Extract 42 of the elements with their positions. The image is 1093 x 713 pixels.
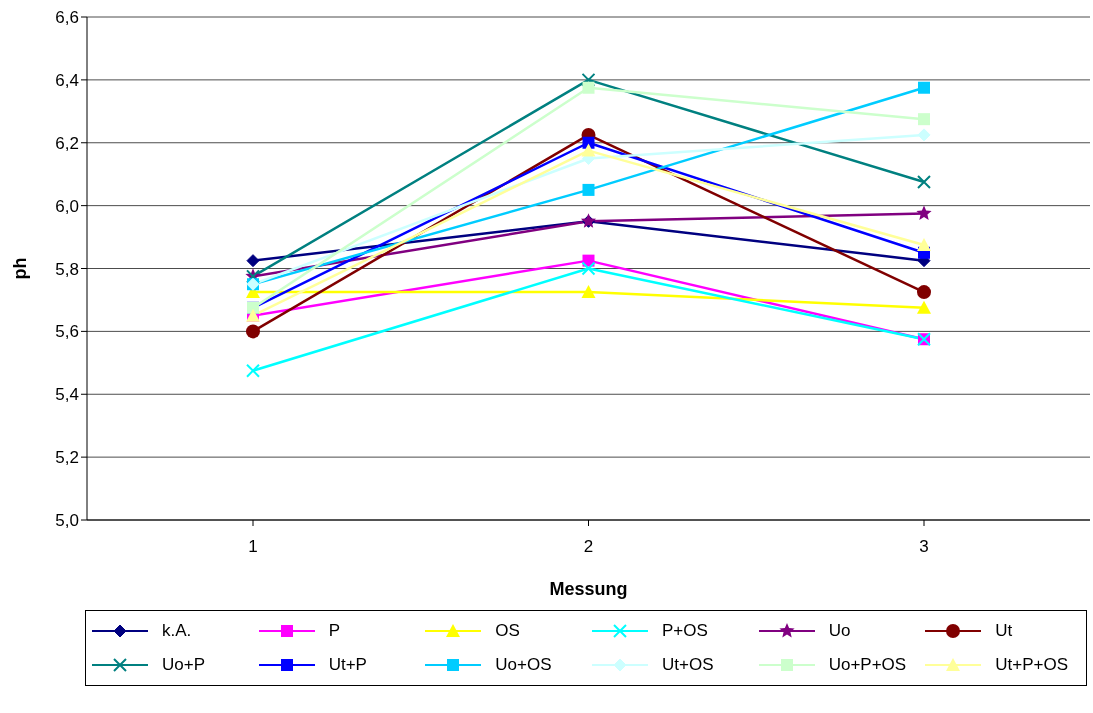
point <box>581 143 596 157</box>
y-tick-label: 6,6 <box>55 8 79 28</box>
x-tick-label: 1 <box>248 537 258 557</box>
legend-label: Uo+P <box>162 655 205 675</box>
legend-label: Ut+P+OS <box>995 655 1069 675</box>
point <box>917 300 931 314</box>
legend-label: P <box>328 621 340 641</box>
legend-label: Uo+OS <box>495 655 552 675</box>
legend-label: Ut+OS <box>662 655 714 675</box>
legend-label: P+OS <box>662 621 708 641</box>
y-tick-label: 6,4 <box>55 70 79 90</box>
point <box>917 237 931 251</box>
point <box>918 81 930 94</box>
point <box>916 205 932 220</box>
point <box>246 324 260 339</box>
point <box>581 285 596 299</box>
point <box>917 128 931 142</box>
y-tick-label: 5,2 <box>55 448 79 468</box>
y-tick-label: 5,8 <box>55 259 79 279</box>
y-axis-title: ph <box>10 257 31 280</box>
point <box>582 183 595 196</box>
point <box>582 81 595 94</box>
legend-label: Ut+P <box>328 655 367 675</box>
point <box>581 261 596 276</box>
y-tick-label: 5,6 <box>55 322 79 342</box>
legend-label: Uo+P+OS <box>828 655 907 675</box>
x-tick-label: 2 <box>583 537 594 557</box>
y-tick-label: 6,2 <box>55 133 79 153</box>
point <box>917 285 931 300</box>
legend-label: Ut <box>995 621 1013 641</box>
y-tick-label: 5,4 <box>55 385 79 405</box>
y-tick-label: 6,0 <box>55 196 79 216</box>
y-tick-label: 5,0 <box>55 511 79 531</box>
legend-label: OS <box>495 621 520 641</box>
point <box>917 175 931 190</box>
legend-label: k.A. <box>162 621 192 641</box>
legend-label: Uo <box>828 621 851 641</box>
x-axis-title: Messung <box>549 579 628 599</box>
point <box>246 254 260 268</box>
point <box>918 113 930 126</box>
x-tick-label: 3 <box>919 537 929 557</box>
point <box>246 363 260 378</box>
